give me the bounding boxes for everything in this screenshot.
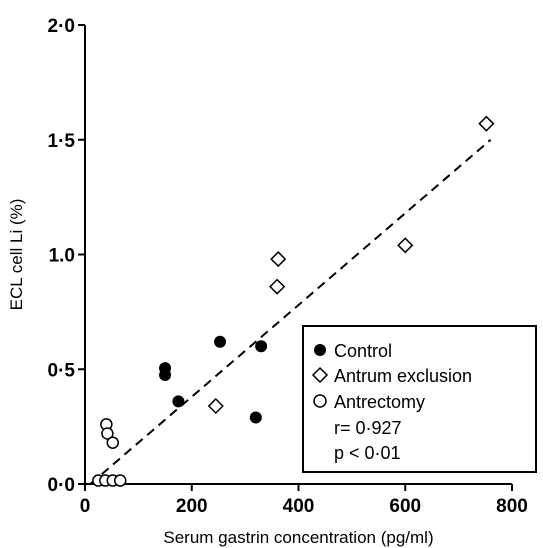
x-tick-label: 200	[176, 496, 208, 517]
legend-marker-control	[314, 344, 326, 356]
legend-label-antrum-exclusion: Antrum exclusion	[334, 366, 472, 386]
x-tick-label: 600	[389, 496, 421, 517]
point-antrum-exclusion	[207, 397, 224, 415]
axes: 0 200 400 600 800 0·0 0·5 1.0 1·5 2·0 Serum gastri…	[7, 16, 528, 547]
x-tick-label: 800	[496, 496, 528, 517]
legend-marker-antrum-exclusion	[311, 366, 329, 384]
point-antrum-exclusion	[478, 115, 495, 132]
y-tick-label: 2·0	[48, 16, 75, 37]
legend-label-antrectomy: Antrectomy	[334, 392, 425, 412]
p-value: p < 0·01	[334, 443, 401, 463]
point-control	[214, 335, 227, 348]
legend-marker-antrectomy	[313, 394, 327, 408]
y-tick-label: 1·5	[48, 131, 76, 152]
regression-line-group	[89, 138, 492, 485]
point-antrectomy	[101, 427, 114, 440]
legend-box	[302, 325, 537, 473]
point-control	[255, 340, 268, 353]
y-axis-label: ECL cell Li (%)	[7, 199, 26, 311]
x-tick-label: 0	[80, 496, 91, 517]
legend-label-control: Control	[334, 341, 392, 361]
point-antrum-exclusion	[270, 251, 287, 268]
point-antrum-exclusion	[397, 237, 414, 254]
legend: Control Antrum exclusion Antrectomy r= 0…	[302, 325, 537, 473]
y-tick-label: 0·5	[48, 360, 76, 381]
point-antrum-exclusion	[269, 278, 286, 295]
x-tick-label: 400	[283, 496, 315, 517]
correlation-coefficient: r= 0·927	[334, 418, 402, 438]
point-control	[172, 395, 185, 408]
y-tick-label: 0·0	[48, 475, 75, 496]
point-antrectomy	[113, 474, 127, 487]
data-points	[92, 115, 495, 487]
point-control	[249, 411, 262, 424]
point-control	[159, 368, 172, 381]
y-tick-label: 1.0	[49, 246, 75, 267]
point-antrectomy	[106, 436, 120, 449]
regression-line	[89, 138, 492, 485]
x-axis-label: Serum gastrin concentration (pg/ml)	[163, 528, 433, 547]
